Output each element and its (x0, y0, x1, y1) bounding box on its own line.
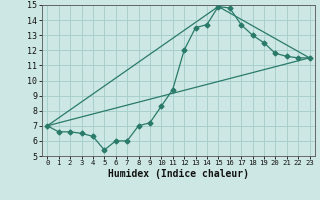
X-axis label: Humidex (Indice chaleur): Humidex (Indice chaleur) (108, 169, 249, 179)
